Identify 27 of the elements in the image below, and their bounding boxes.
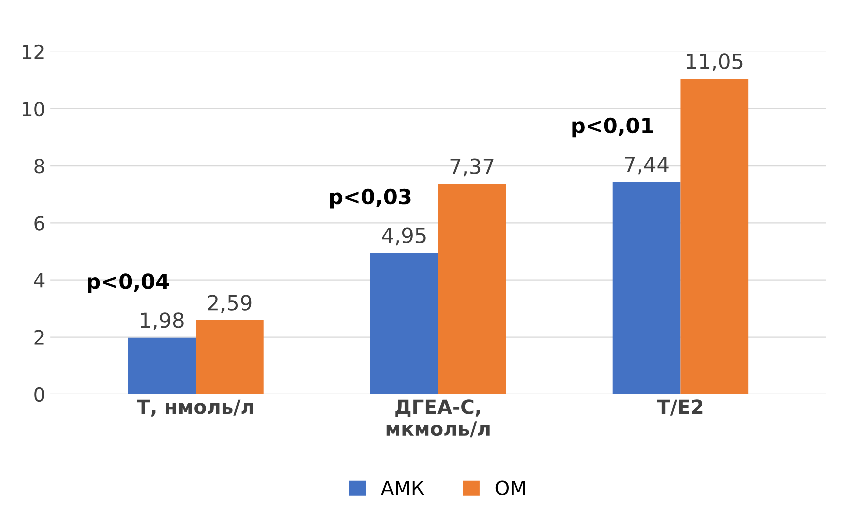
data-label: 1,98 bbox=[141, 312, 184, 330]
data-label: 4,95 bbox=[382, 228, 426, 246]
y-tick-label: 10 bbox=[23, 102, 44, 117]
bar bbox=[370, 253, 438, 394]
y-tick-label: 8 bbox=[34, 159, 44, 174]
data-label: 11,05 bbox=[687, 54, 743, 72]
data-label: 7,37 bbox=[450, 158, 494, 177]
y-tick-label: 2 bbox=[34, 330, 44, 345]
bar bbox=[612, 182, 681, 394]
data-label: 7,44 bbox=[625, 156, 669, 175]
bar bbox=[680, 79, 749, 394]
data-label: 2,59 bbox=[208, 295, 252, 314]
y-tick-label: 4 bbox=[34, 273, 45, 288]
bar bbox=[438, 184, 506, 394]
annotation: p<0,04 bbox=[88, 274, 170, 294]
x-tick-label: Т/Е2 bbox=[657, 400, 703, 416]
bar bbox=[128, 338, 196, 394]
x-tick-label: ДГЕА-С, мкмоль/л bbox=[386, 400, 490, 438]
annotation: p<0,01 bbox=[572, 118, 654, 138]
legend-label: АМК bbox=[381, 481, 424, 496]
y-tick-label: 6 bbox=[34, 216, 44, 231]
annotation: p<0,03 bbox=[330, 188, 411, 209]
y-tick-label: 12 bbox=[23, 44, 44, 60]
legend-label: ОМ bbox=[496, 480, 525, 496]
y-tick-label: 0 bbox=[34, 387, 44, 402]
x-tick-label: Т, нмоль/л bbox=[137, 400, 254, 417]
bar bbox=[196, 320, 264, 394]
